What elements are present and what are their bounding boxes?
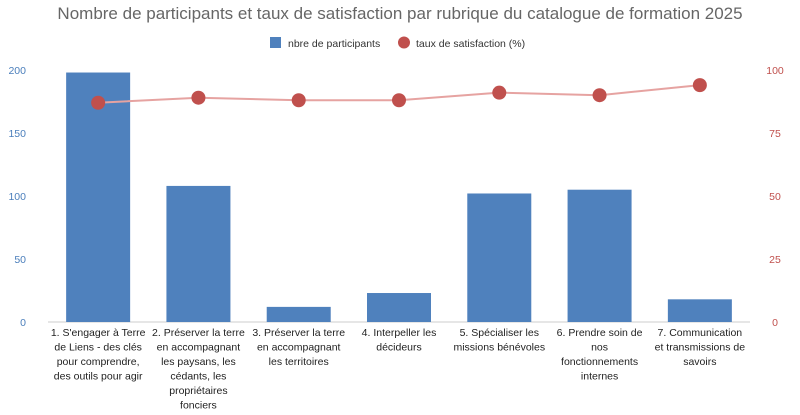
right-axis: 0 25 50 75 100 — [766, 65, 784, 329]
left-tick-label: 50 — [14, 254, 26, 266]
point-satisfaction — [91, 95, 106, 110]
left-tick-label: 150 — [8, 128, 26, 140]
bar-participants — [266, 306, 331, 322]
point-satisfaction — [492, 85, 507, 100]
right-tick-label: 100 — [766, 65, 784, 77]
right-tick-label: 25 — [769, 254, 781, 266]
left-tick-label: 0 — [20, 317, 26, 329]
left-tick-label: 200 — [8, 65, 26, 77]
right-tick-label: 50 — [769, 191, 781, 203]
right-tick-label: 75 — [769, 128, 781, 140]
bar-participants — [667, 299, 732, 322]
category-labels: 1. S'engager à Terre de Liens - des clés p… — [51, 327, 745, 412]
point-satisfaction — [291, 93, 306, 108]
category-label: 4. Interpeller les décideurs — [362, 327, 437, 354]
bar-participants — [166, 185, 231, 322]
category-label: 7. Communication et transmissions de savoi… — [655, 327, 746, 368]
point-satisfaction — [191, 90, 206, 105]
legend-label-participants: nbre de participants — [288, 38, 380, 50]
chart-title: Nombre de participants et taux de satisf… — [57, 4, 742, 23]
bar-participants — [467, 193, 532, 322]
bar-participants — [567, 189, 632, 322]
left-axis: 0 50 100 150 200 — [8, 65, 26, 329]
point-satisfaction — [692, 78, 707, 93]
legend: nbre de participants taux de satisfactio… — [270, 36, 525, 50]
category-label: 1. S'engager à Terre de Liens - des clés p… — [51, 327, 146, 383]
category-label: 6. Prendre soin de nos fonctionnements inte… — [557, 327, 643, 383]
bar-participants — [66, 72, 131, 323]
bar-participants — [367, 293, 431, 322]
left-tick-label: 100 — [8, 191, 26, 203]
legend-swatch-participants — [270, 37, 281, 48]
bars-participants — [66, 72, 732, 323]
point-satisfaction — [392, 93, 406, 108]
category-label: 5. Spécialiser les missions bénévoles — [453, 327, 545, 354]
legend-label-satisfaction: taux de satisfaction (%) — [416, 38, 525, 50]
right-tick-label: 0 — [772, 317, 778, 329]
line-satisfaction — [91, 78, 707, 110]
legend-swatch-satisfaction — [398, 36, 410, 49]
category-label: 2. Préserver la terre en accompagnant les … — [152, 327, 245, 412]
category-label: 3. Préserver la terre en accompagnant les … — [252, 327, 345, 368]
point-satisfaction — [592, 88, 607, 103]
